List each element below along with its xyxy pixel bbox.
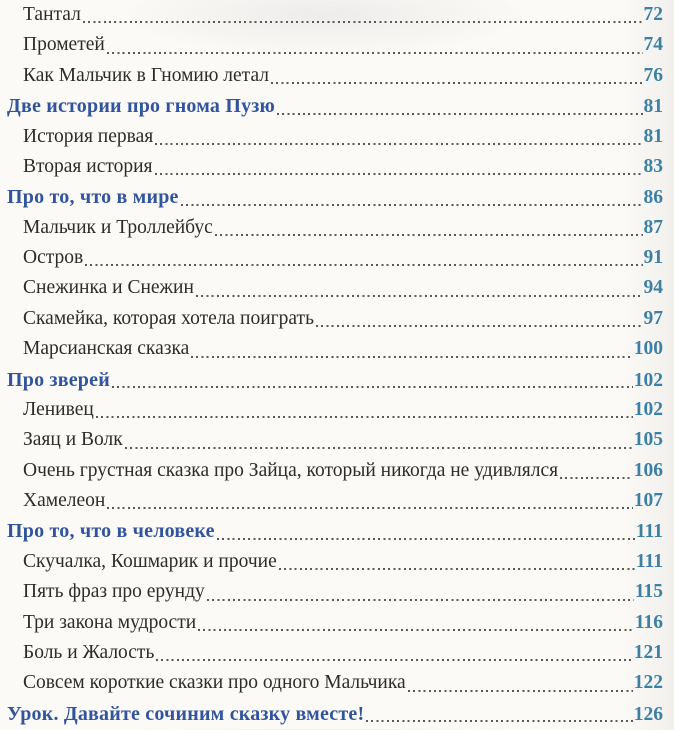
page-number: 81 <box>643 96 664 118</box>
page-number: 86 <box>643 187 664 209</box>
toc-row: История первая 81 <box>7 122 663 152</box>
toc-row: Про то, что в человеке 111 <box>7 516 663 546</box>
dot-leader <box>110 365 634 395</box>
toc-row: Марсианская сказка 100 <box>7 334 663 364</box>
dot-leader <box>205 577 635 607</box>
toc-entry-title: Хамелеон <box>23 490 106 511</box>
toc-entry-title: Марсианская сказка <box>23 338 190 360</box>
dot-leader <box>189 334 634 364</box>
toc-entry-title: Очень грустная сказка про Зайца, который… <box>23 459 559 481</box>
page-number: 91 <box>643 247 664 268</box>
page-number: 122 <box>633 672 663 694</box>
page-number: 111 <box>635 550 663 572</box>
toc-entry-title: Заяц и Волк <box>23 429 123 451</box>
dot-leader <box>179 182 644 212</box>
dot-leader <box>196 608 635 638</box>
toc-entry-title: Тантал <box>23 4 81 25</box>
toc-row: Тантал 72 <box>7 0 663 30</box>
toc-row: Скамейка, которая хотела поиграть 97 <box>7 304 663 334</box>
toc-entry-title: Скучалка, Кошмарик и прочие <box>23 550 277 572</box>
toc-entry-title: Ленивец <box>23 398 94 420</box>
page-number: 126 <box>633 703 663 725</box>
toc-entry-title: Мальчик и Троллейбус <box>23 216 213 238</box>
page-number: 105 <box>633 429 663 451</box>
page-number: 106 <box>633 459 663 481</box>
page-number: 102 <box>633 398 663 420</box>
dot-leader <box>269 61 644 91</box>
dot-leader <box>215 516 636 546</box>
toc-entry-title: Прометей <box>23 34 105 56</box>
dot-leader <box>123 425 634 455</box>
dot-leader <box>83 243 643 273</box>
page-number: 81 <box>643 125 664 147</box>
dot-leader <box>277 547 636 577</box>
page-number: 111 <box>635 521 663 543</box>
toc-entry-title: Как Мальчик в Гномию летал <box>23 64 269 86</box>
toc-entry-title: Урок. Давайте сочиним сказку вместе! <box>7 702 365 725</box>
toc-row: Совсем короткие сказки про одного Мальчи… <box>7 668 663 698</box>
toc-entry-title: История первая <box>23 125 154 147</box>
toc-row: Пять фраз про ерунду 115 <box>7 577 663 607</box>
toc-entry-title: Совсем короткие сказки про одного Мальчи… <box>23 672 406 694</box>
toc-entry-title: Боль и Жалость <box>23 641 155 663</box>
dot-leader <box>154 638 634 668</box>
dot-leader <box>153 122 643 152</box>
toc-entry-title: Скамейка, которая хотела поиграть <box>23 307 314 329</box>
page-number: 94 <box>643 277 664 299</box>
toc-row: Две истории про гнома Пузю 81 <box>7 91 663 121</box>
toc-row: Три закона мудрости 116 <box>7 608 663 638</box>
toc-row: Как Мальчик в Гномию летал 76 <box>7 61 663 91</box>
toc-row: Заяц и Волк 105 <box>7 425 663 455</box>
toc-entry-title: Про зверей <box>7 368 110 391</box>
page-number: 97 <box>643 307 664 329</box>
page-number: 107 <box>633 490 663 511</box>
toc-row: Хамелеон 107 <box>7 486 663 516</box>
toc-entry-title: Три закона мудрости <box>23 611 197 633</box>
dot-leader <box>81 0 644 30</box>
page-number: 87 <box>643 216 664 238</box>
toc-row: Мальчик и Троллейбус 87 <box>7 213 663 243</box>
toc-row: Боль и Жалость 121 <box>7 638 663 668</box>
dot-leader <box>153 152 644 182</box>
dot-leader <box>105 486 634 516</box>
dot-leader <box>364 699 634 729</box>
toc-row: Вторая история 83 <box>7 152 663 182</box>
toc-row: Про то, что в мире 86 <box>7 182 663 212</box>
dot-leader <box>94 395 634 425</box>
toc-entry-title: Остров <box>23 247 84 268</box>
page-number: 116 <box>634 611 663 633</box>
page-number: 121 <box>633 641 663 663</box>
toc-row: Про зверей 102 <box>7 365 663 395</box>
page-number: 74 <box>643 34 664 56</box>
toc-row: Ленивец 102 <box>7 395 663 425</box>
dot-leader <box>194 273 644 303</box>
toc-entry-title: Про то, что в человеке <box>7 520 215 543</box>
dot-leader <box>105 30 644 60</box>
dot-leader <box>558 456 634 486</box>
page-number: 76 <box>643 64 664 86</box>
dot-leader <box>314 304 644 334</box>
toc-row: Остров 91 <box>7 243 663 273</box>
dot-leader <box>213 213 644 243</box>
toc-row: Снежинка и Снежин 94 <box>7 273 663 303</box>
page-number: 102 <box>633 369 663 391</box>
toc-entry-title: Две истории про гнома Пузю <box>7 95 276 118</box>
page-number: 100 <box>633 338 663 360</box>
toc-row: Скучалка, Кошмарик и прочие 111 <box>7 547 663 577</box>
page-number: 83 <box>643 155 664 177</box>
dot-leader <box>275 91 643 121</box>
toc-row: Урок. Давайте сочиним сказку вместе! 126 <box>7 699 663 729</box>
dot-leader <box>406 668 634 698</box>
page-number: 115 <box>634 581 663 603</box>
toc-row: Прометей 74 <box>7 30 663 60</box>
toc-row: Очень грустная сказка про Зайца, который… <box>7 456 663 486</box>
toc-entry-title: Пять фраз про ерунду <box>23 581 205 603</box>
page-number: 72 <box>643 4 664 25</box>
toc-entry-title: Вторая история <box>23 155 153 177</box>
toc-entry-title: Про то, что в мире <box>7 186 179 209</box>
toc-entry-title: Снежинка и Снежин <box>23 277 194 299</box>
